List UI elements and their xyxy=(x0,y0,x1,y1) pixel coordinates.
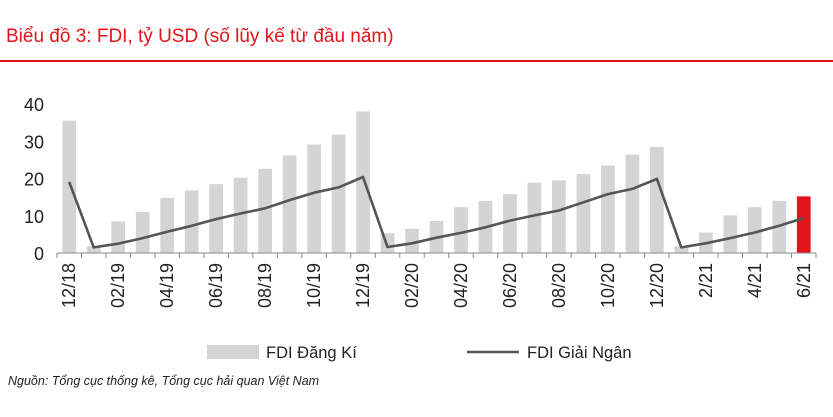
bar xyxy=(184,190,199,253)
y-tick-label: 20 xyxy=(24,170,44,190)
x-tick-label: 12/19 xyxy=(353,263,373,308)
chart-title: Biểu đồ 3: FDI, tỷ USD (số lũy kế từ đầu… xyxy=(6,26,394,47)
x-tick-label: 06/20 xyxy=(500,263,520,308)
bar xyxy=(454,207,468,253)
bar xyxy=(527,182,542,253)
x-tick-label: 4/21 xyxy=(745,263,765,298)
bar xyxy=(796,196,811,253)
x-tick-label: 08/20 xyxy=(549,263,569,308)
bar xyxy=(674,246,689,253)
x-tick-label: 10/20 xyxy=(598,263,618,308)
y-tick-label: 10 xyxy=(24,207,44,227)
bar xyxy=(331,134,346,253)
legend-label-fdi-dang-ki: FDI Đăng Kí xyxy=(266,344,357,362)
title-divider xyxy=(0,60,833,62)
bar xyxy=(62,120,77,253)
source-note: Nguồn: Tổng cục thống kê, Tổng cục hải q… xyxy=(8,374,320,388)
bar xyxy=(625,154,640,253)
y-tick-label: 40 xyxy=(24,95,44,115)
bar xyxy=(576,174,591,253)
x-tick-label: 10/19 xyxy=(304,263,324,308)
bar xyxy=(723,215,738,253)
bar xyxy=(307,144,321,253)
x-tick-label: 12/20 xyxy=(647,263,667,308)
bar xyxy=(503,194,517,253)
legend-swatch-bar xyxy=(207,345,259,359)
bar xyxy=(356,111,370,253)
x-tick-label: 6/21 xyxy=(794,263,814,298)
bar xyxy=(282,155,297,253)
bar xyxy=(233,177,248,253)
series-line-fdi-giai-ngan xyxy=(67,175,805,249)
bar xyxy=(747,207,762,253)
bar xyxy=(552,180,566,253)
bar xyxy=(258,168,272,253)
x-tick-label: 04/20 xyxy=(451,263,471,308)
x-tick-label: 06/19 xyxy=(206,263,226,308)
bar xyxy=(160,197,175,253)
bar xyxy=(601,165,615,253)
legend-label-fdi-giai-ngan: FDI Giải Ngân xyxy=(527,344,632,362)
x-tick-label: 04/19 xyxy=(157,263,177,308)
x-tick-label: 02/20 xyxy=(402,263,422,308)
y-tick-label: 0 xyxy=(34,244,44,264)
x-tick-label: 08/19 xyxy=(255,263,275,308)
x-tick-label: 12/18 xyxy=(59,263,79,308)
bar xyxy=(111,221,126,253)
x-tick-label: 2/21 xyxy=(696,263,716,298)
bar xyxy=(649,146,664,253)
bar xyxy=(405,228,419,253)
y-tick-label: 30 xyxy=(24,132,44,152)
bar xyxy=(86,246,101,253)
bar xyxy=(135,212,150,253)
x-tick-label: 02/19 xyxy=(108,263,128,308)
